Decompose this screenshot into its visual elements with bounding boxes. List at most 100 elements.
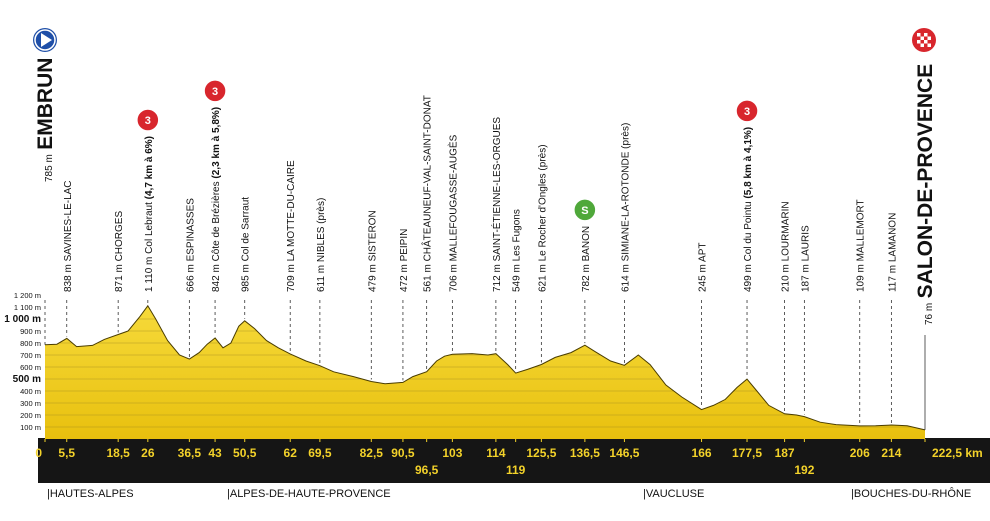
climb-badge-text: S: [581, 205, 588, 217]
waypoint-elevation: 117 m: [887, 265, 898, 292]
x-tick-label: 146,5: [609, 446, 639, 460]
waypoint-elevation: 709 m: [286, 264, 297, 292]
waypoint-name: LA MOTTE-DU-CAIRE: [286, 160, 297, 261]
x-tick-label: 206: [850, 446, 870, 460]
x-tick-label: 214: [881, 446, 901, 460]
waypoint-elevation: 210 m: [781, 264, 792, 292]
y-tick-label: 700 m: [20, 351, 41, 360]
km-band: [38, 438, 990, 483]
x-tick-label: 192: [794, 463, 814, 477]
waypoint-elevation: 549 m: [512, 264, 523, 292]
waypoint-label: 712 m SAINT-ÉTIENNE-LES-ORGUES: [490, 117, 503, 292]
waypoint-detail: (4,7 km à 6%): [144, 136, 155, 199]
profile-area: [45, 305, 925, 439]
y-tick-label: 900 m: [20, 327, 41, 336]
waypoint-elevation: 614 m: [620, 264, 631, 292]
x-tick-label: 96,5: [415, 463, 439, 477]
waypoint-label: 472 m PEIPIN: [399, 229, 410, 292]
waypoint-name: MALLEFOUGASSE-AUGÈS: [446, 134, 459, 261]
waypoint-name: PEIPIN: [399, 229, 410, 262]
waypoint-elevation: 712 m: [492, 264, 503, 292]
waypoint-name: Les Fugons: [512, 209, 523, 261]
y-tick-label: 400 m: [20, 387, 41, 396]
waypoint-label: 842 m Côte de Brézières (2,3 km à 5,8%): [211, 107, 222, 292]
waypoint-label: 782 m BANON: [581, 226, 592, 292]
waypoint-name: Col du Pointu: [743, 201, 754, 261]
waypoint-label: 621 m Le Rocher d'Ongles (près): [537, 144, 548, 292]
x-tick-label: 43: [208, 446, 222, 460]
waypoint-label: 499 m Col du Pointu (5,8 km à 4,1%): [743, 127, 754, 292]
start-name: EMBRUN: [34, 58, 57, 150]
waypoint-elevation: 1 110 m: [144, 257, 155, 292]
waypoint-name: CHORGES: [114, 211, 125, 262]
waypoint-name: LAMANON: [887, 213, 898, 262]
x-tick-label: 62: [284, 446, 298, 460]
climb-badge: [203, 79, 227, 103]
y-tick-label: 1 000 m: [4, 314, 41, 325]
waypoint-name: SIMIANE-LA-ROTONDE (près): [620, 123, 631, 262]
climb-badge-text: 3: [744, 106, 750, 118]
y-tick-label: 600 m: [20, 363, 41, 372]
waypoint-detail: (2,3 km à 5,8%): [211, 107, 222, 179]
waypoint-elevation: 109 m: [856, 264, 867, 292]
climb-badge: [136, 108, 160, 132]
waypoint-name: MALLEMORT: [856, 199, 867, 261]
y-tick-label: 800 m: [20, 339, 41, 348]
climb-badge-text: 3: [145, 115, 151, 127]
waypoint-elevation: 479 m: [367, 264, 378, 292]
x-tick-label: 103: [442, 446, 462, 460]
waypoint-name: Le Rocher d'Ongles (près): [537, 144, 548, 261]
waypoint-label: 210 m LOURMARIN: [781, 201, 792, 292]
waypoint-elevation: 561 m: [423, 264, 434, 292]
waypoint-elevation: 187 m: [800, 264, 811, 292]
waypoint-label: 117 m LAMANON: [887, 213, 898, 292]
y-tick-label: 1 100 m: [14, 303, 41, 312]
waypoint-elevation: 611 m: [316, 265, 327, 292]
x-tick-label: 166: [692, 446, 712, 460]
x-tick-label: 18,5: [106, 446, 130, 460]
y-tick-label: 300 m: [20, 399, 41, 408]
waypoint-label: 109 m MALLEMORT: [856, 199, 867, 292]
waypoint-elevation: 985 m: [241, 264, 252, 292]
waypoint-elevation: 706 m: [448, 264, 459, 292]
waypoint-name: ESPINASSES: [185, 198, 196, 262]
x-tick-label: 26: [141, 446, 155, 460]
climb-badge-text: 3: [212, 86, 218, 98]
waypoint-name: BANON: [581, 226, 592, 262]
waypoint-label: 479 m SISTERON: [367, 210, 378, 292]
x-tick-label: 114: [486, 446, 506, 460]
x-tick-label: 136,5: [570, 446, 600, 460]
waypoint-elevation: 871 m: [114, 264, 125, 292]
finish-label: 76 m SALON-DE-PROVENCE: [914, 64, 937, 325]
x-tick-label: 187: [775, 446, 795, 460]
waypoint-label: 838 m SAVINES-LE-LAC: [63, 180, 74, 292]
waypoint-elevation: 782 m: [581, 264, 592, 292]
x-tick-label: 50,5: [233, 446, 257, 460]
start-label: 785 m EMBRUN: [34, 58, 57, 182]
department: |BOUCHES-DU-RHÔNE: [851, 487, 971, 500]
x-tick-label: 222,5 km: [932, 446, 983, 460]
start-elevation: 785 m: [44, 154, 55, 182]
waypoint-elevation: 245 m: [698, 264, 709, 292]
x-tick-label: 69,5: [308, 446, 332, 460]
start-icon: [33, 28, 57, 52]
waypoint-elevation: 499 m: [743, 264, 754, 292]
finish-icon: [912, 28, 936, 52]
waypoint-name: LOURMARIN: [781, 201, 792, 261]
waypoint-name: SAINT-ÉTIENNE-LES-ORGUES: [490, 117, 503, 262]
waypoint-label: 614 m SIMIANE-LA-ROTONDE (près): [620, 123, 631, 292]
department: |ALPES-DE-HAUTE-PROVENCE: [227, 488, 391, 500]
x-tick-label: 119: [506, 463, 526, 477]
waypoint-name: SAVINES-LE-LAC: [63, 180, 74, 261]
waypoint-label: 1 110 m Col Lebraut (4,7 km à 6%): [144, 136, 155, 292]
waypoint-elevation: 842 m: [211, 264, 222, 292]
finish-name: SALON-DE-PROVENCE: [914, 64, 937, 299]
waypoint-name: Col Lebraut: [144, 202, 155, 254]
profile-line: [44, 304, 926, 431]
waypoint-label: 871 m CHORGES: [114, 211, 125, 292]
x-tick-label: 0: [35, 446, 42, 460]
waypoint-elevation: 472 m: [399, 264, 410, 292]
waypoint-name: NIBLES (près): [316, 198, 327, 262]
waypoint-elevation: 621 m: [537, 264, 548, 292]
waypoint-label: 187 m LAURIS: [800, 225, 811, 292]
